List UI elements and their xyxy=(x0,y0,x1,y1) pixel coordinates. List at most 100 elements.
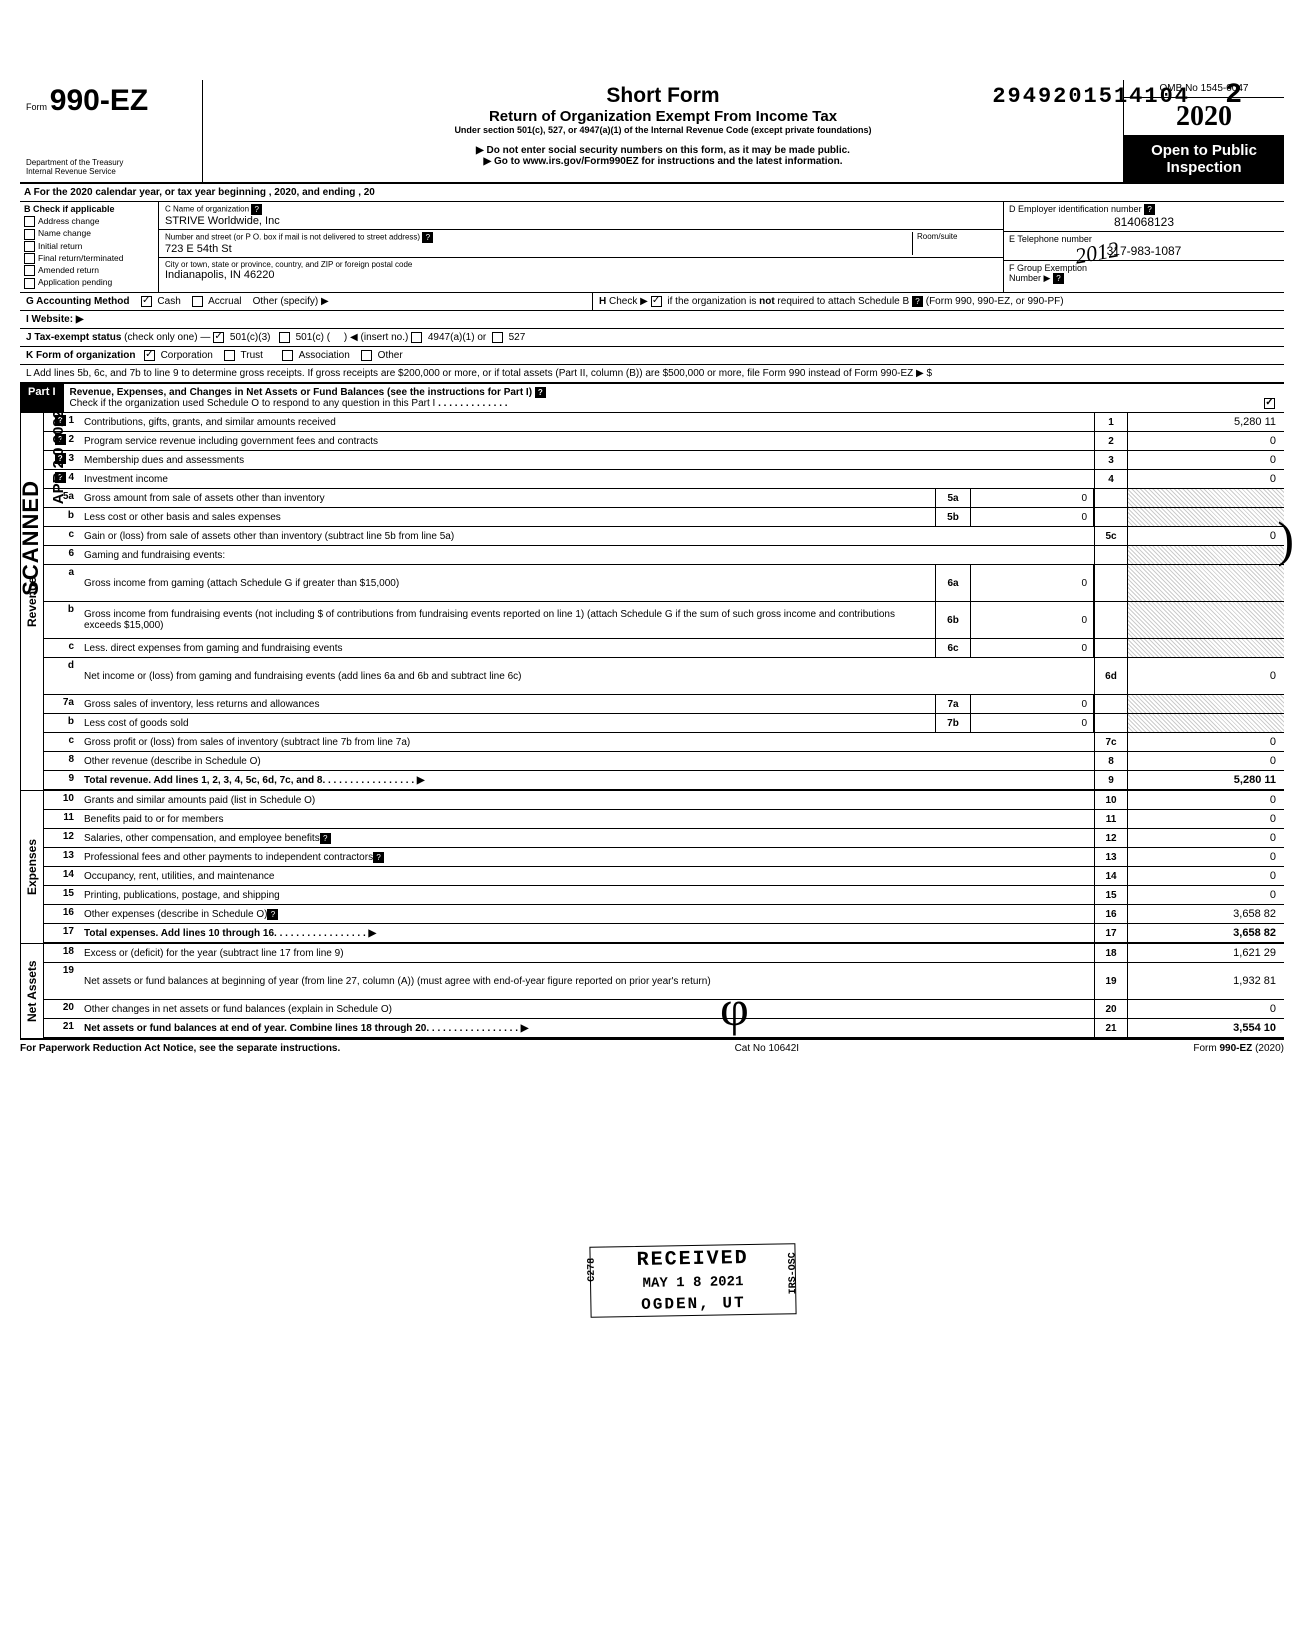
doc-number-main: 2949201514104 xyxy=(992,84,1190,109)
line-number: 21 xyxy=(63,1021,74,1032)
line-description: Less. direct expenses from gaming and fu… xyxy=(80,639,935,657)
side-label-revenue: Revenue xyxy=(20,413,44,790)
help-icon[interactable]: ? xyxy=(1053,273,1064,284)
chk-final-return[interactable]: Final return/terminated xyxy=(24,253,154,264)
chk-pending[interactable]: Application pending xyxy=(24,277,154,288)
chk-assoc[interactable] xyxy=(282,350,293,361)
footer-right: Form 990-EZ (2020) xyxy=(1193,1043,1284,1054)
table-row: ? 4Investment income40 xyxy=(44,470,1284,489)
mid-line-number: 6a xyxy=(935,565,971,601)
chk-501c[interactable] xyxy=(279,332,290,343)
chk-schedule-o[interactable] xyxy=(1264,398,1275,409)
table-row: dNet income or (loss) from gaming and fu… xyxy=(44,658,1284,695)
col-c-org-info: C Name of organization ? STRIVE Worldwid… xyxy=(159,202,1003,292)
line-description: Professional fees and other payments to … xyxy=(80,848,1094,866)
line-number: b xyxy=(68,510,74,521)
group-exempt-block: F Group Exemption Number ▶ ? xyxy=(1004,261,1284,286)
dept-block: Department of the Treasury Internal Reve… xyxy=(26,158,196,176)
table-row: 15Printing, publications, postage, and s… xyxy=(44,886,1284,905)
line-number: 19 xyxy=(63,965,74,976)
hand-paren: ) xyxy=(1277,510,1294,568)
line-number: d xyxy=(68,660,74,671)
line-description: Program service revenue including govern… xyxy=(80,432,1094,450)
street-row: Number and street (or P O. box if mail i… xyxy=(159,230,1003,258)
right-line-number: 20 xyxy=(1094,1000,1128,1018)
help-icon[interactable]: ? xyxy=(1144,204,1155,215)
part1-header-row: Part I Revenue, Expenses, and Changes in… xyxy=(20,383,1284,413)
footer: For Paperwork Reduction Act Notice, see … xyxy=(20,1038,1284,1057)
table-row: 5aGross amount from sale of assets other… xyxy=(44,489,1284,508)
line-number: 4 xyxy=(68,472,74,483)
chk-501c3[interactable] xyxy=(213,332,224,343)
line-value: 1,932 81 xyxy=(1128,963,1284,999)
table-row: ? 1Contributions, gifts, grants, and sim… xyxy=(44,413,1284,432)
table-row: 21Net assets or fund balances at end of … xyxy=(44,1019,1284,1038)
phone-block: E Telephone number 317-983-1087 xyxy=(1004,232,1284,261)
help-icon[interactable]: ? xyxy=(422,232,433,243)
table-row: 10Grants and similar amounts paid (list … xyxy=(44,791,1284,810)
chk-initial-return[interactable]: Initial return xyxy=(24,241,154,252)
mid-value: 0 xyxy=(971,602,1094,638)
table-row: bGross income from fundraising events (n… xyxy=(44,602,1284,639)
chk-amended[interactable]: Amended return xyxy=(24,265,154,276)
mid-line-number: 6c xyxy=(935,639,971,657)
line-number: c xyxy=(68,641,74,652)
line-value: 0 xyxy=(1128,527,1284,545)
title-line3: Under section 501(c), 527, or 4947(a)(1)… xyxy=(213,125,1113,135)
chk-trust[interactable] xyxy=(224,350,235,361)
netassets-section: Net Assets 18Excess or (deficit) for the… xyxy=(20,943,1284,1038)
table-row: bLess cost of goods sold7b0 xyxy=(44,714,1284,733)
part1-label: Part I xyxy=(20,384,64,412)
line-number: 20 xyxy=(63,1002,74,1013)
help-icon[interactable]: ? xyxy=(320,833,331,844)
help-icon[interactable]: ? xyxy=(251,204,262,215)
line-value xyxy=(1128,565,1284,601)
line-value: 3,658 82 xyxy=(1128,924,1284,942)
line-number: b xyxy=(68,716,74,727)
chk-accrual[interactable] xyxy=(192,296,203,307)
line-number: 15 xyxy=(63,888,74,899)
revenue-section: Revenue ? 1Contributions, gifts, grants,… xyxy=(20,413,1284,790)
mid-value: 0 xyxy=(971,508,1094,526)
title-line5: ▶ Go to www.irs.gov/Form990EZ for instru… xyxy=(213,156,1113,167)
line-description: Gross profit or (loss) from sales of inv… xyxy=(80,733,1094,751)
line-description: Gross sales of inventory, less returns a… xyxy=(80,695,935,713)
right-line-number xyxy=(1094,489,1128,507)
line-description: Salaries, other compensation, and employ… xyxy=(80,829,1094,847)
line-number: 12 xyxy=(63,831,74,842)
form-page: 2949201514104 2 2012 Form 990-EZ Departm… xyxy=(20,80,1284,1057)
revenue-rows: ? 1Contributions, gifts, grants, and sim… xyxy=(44,413,1284,790)
line-value: 3,658 82 xyxy=(1128,905,1284,923)
scan-date: APR 2 0 2022 xyxy=(50,410,67,504)
form-identity: Form 990-EZ Department of the Treasury I… xyxy=(20,80,203,182)
line-description: Gaming and fundraising events: xyxy=(80,546,1094,564)
part1-desc: Revenue, Expenses, and Changes in Net As… xyxy=(64,384,1284,412)
line-value: 0 xyxy=(1128,886,1284,904)
line-value: 1,621 29 xyxy=(1128,944,1284,962)
right-line-number: 15 xyxy=(1094,886,1128,904)
chk-cash[interactable] xyxy=(141,296,152,307)
right-line-number: 12 xyxy=(1094,829,1128,847)
chk-address-change[interactable]: Address change xyxy=(24,216,154,227)
chk-corp[interactable] xyxy=(144,350,155,361)
help-icon[interactable]: ? xyxy=(267,909,278,920)
org-name-row: C Name of organization ? STRIVE Worldwid… xyxy=(159,202,1003,230)
title-main: Short Form xyxy=(213,84,1113,108)
chk-527[interactable] xyxy=(492,332,503,343)
line-value: 3,554 10 xyxy=(1128,1019,1284,1037)
right-line-number: 9 xyxy=(1094,771,1128,789)
chk-4947[interactable] xyxy=(411,332,422,343)
help-icon[interactable]: ? xyxy=(535,387,546,398)
help-icon[interactable]: ? xyxy=(912,296,923,307)
chk-other[interactable] xyxy=(361,350,372,361)
line-value: 0 xyxy=(1128,658,1284,694)
mid-line-number: 6b xyxy=(935,602,971,638)
chk-name-change[interactable]: Name change xyxy=(24,228,154,239)
chk-schedule-b[interactable] xyxy=(651,296,662,307)
room-label: Room/suite xyxy=(917,232,997,241)
right-line-number: 4 xyxy=(1094,470,1128,488)
help-icon[interactable]: ? xyxy=(373,852,384,863)
right-line-number xyxy=(1094,565,1128,601)
line-description: Benefits paid to or for members xyxy=(80,810,1094,828)
table-row: 11Benefits paid to or for members110 xyxy=(44,810,1284,829)
